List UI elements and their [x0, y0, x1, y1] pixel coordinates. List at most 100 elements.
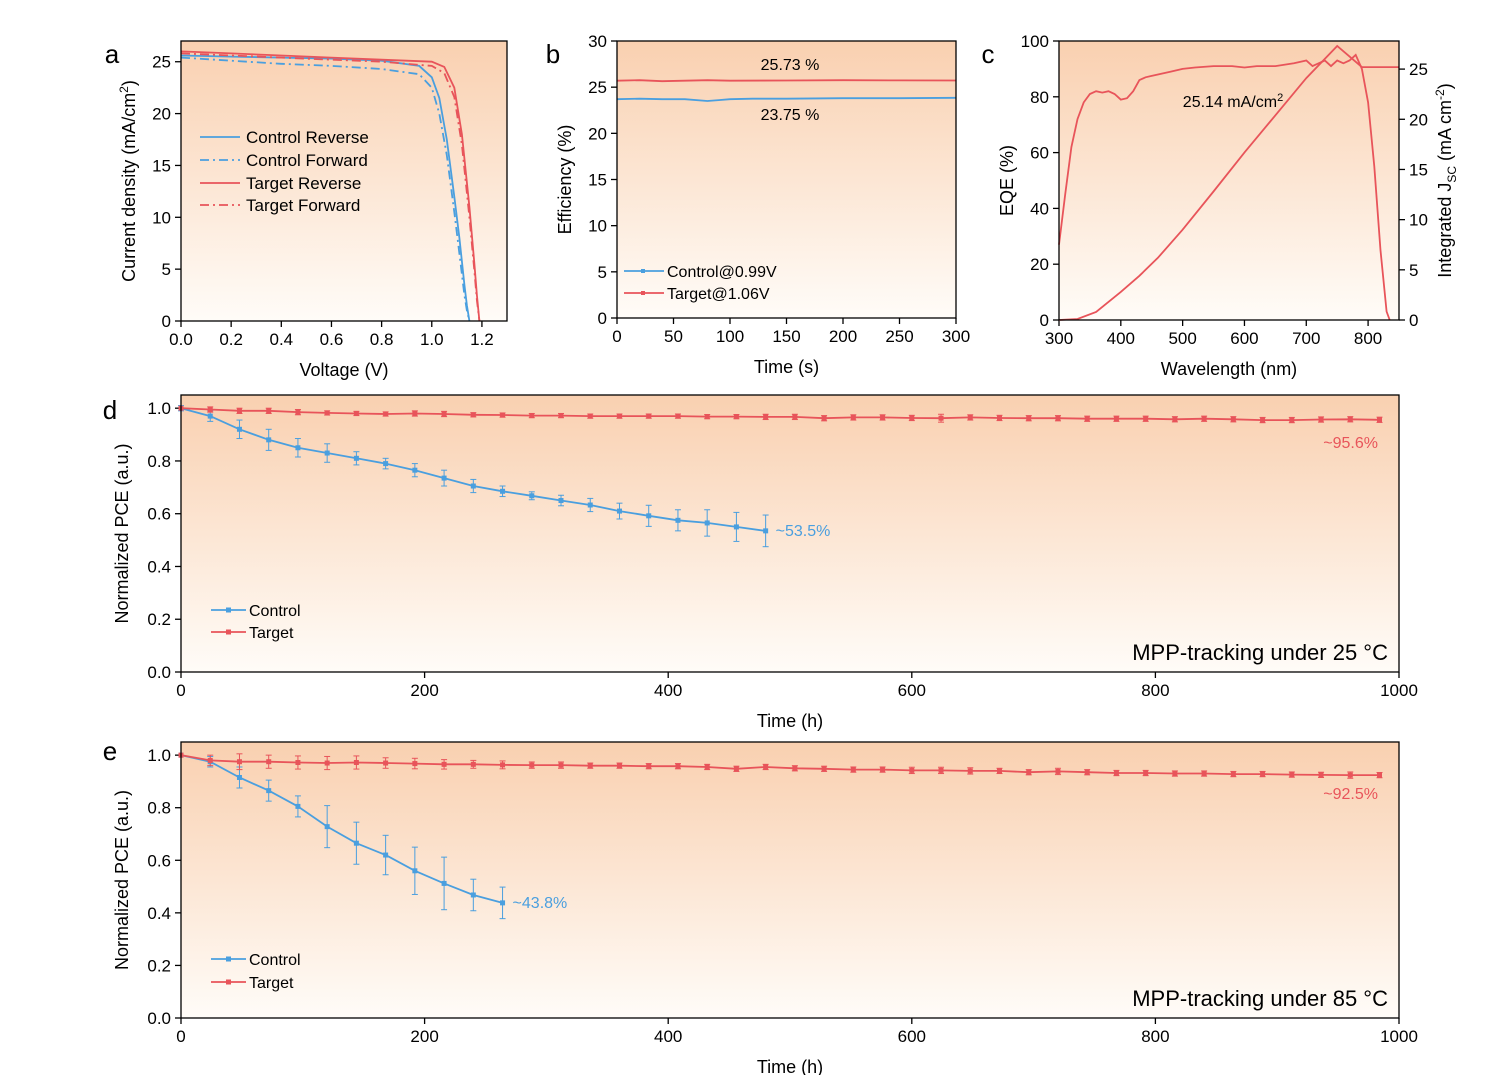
data-point — [616, 413, 622, 419]
legend-label: Control@0.99V — [667, 264, 777, 281]
data-point — [1347, 772, 1353, 778]
plot-background — [181, 742, 1399, 1018]
y2-tick-label: 20 — [1409, 110, 1428, 129]
y-tick-label: 15 — [152, 156, 171, 175]
data-point — [1318, 417, 1324, 423]
x-tick-label: 1.2 — [470, 330, 494, 349]
y-tick-label: 0.0 — [147, 1009, 171, 1028]
data-point — [996, 415, 1002, 421]
data-point — [763, 414, 769, 420]
data-point — [1172, 771, 1178, 777]
data-point — [1201, 771, 1207, 777]
data-point — [412, 761, 418, 767]
x-tick-label: 600 — [1230, 329, 1258, 348]
data-point — [1172, 416, 1178, 422]
data-point — [1289, 772, 1295, 778]
data-point — [1084, 416, 1090, 422]
data-point — [850, 414, 856, 420]
data-point — [500, 488, 506, 494]
data-point — [207, 413, 213, 419]
x-tick-label: 0 — [176, 681, 185, 700]
y2-tick-label: 15 — [1409, 160, 1428, 179]
y-tick-label: 5 — [598, 263, 607, 282]
legend-label: Target — [249, 625, 294, 642]
y-tick-label: 30 — [588, 32, 607, 51]
data-point — [470, 892, 476, 898]
data-point — [295, 445, 301, 451]
data-point — [792, 765, 798, 771]
plot-background — [181, 395, 1399, 672]
y-axis-label: EQE (%) — [997, 145, 1017, 216]
data-point — [383, 461, 389, 467]
annotation-target-value: 25.73 % — [761, 57, 820, 74]
y2-tick-label: 25 — [1409, 60, 1428, 79]
x-tick-label: 150 — [772, 327, 800, 346]
series-line-control — [180, 754, 503, 904]
y-tick-label: 5 — [162, 260, 171, 279]
data-point — [850, 767, 856, 773]
x-axis-label: Time (h) — [757, 711, 823, 731]
y2-tick-label: 0 — [1409, 311, 1418, 330]
y-tick-label: 40 — [1030, 199, 1049, 218]
legend-marker — [226, 979, 231, 985]
y-tick-label: 25 — [152, 53, 171, 72]
data-point — [763, 528, 769, 534]
data-point — [880, 414, 886, 420]
y-tick-label: 0.6 — [147, 851, 171, 870]
legend-label: Control Reverse — [246, 128, 369, 147]
data-point — [558, 762, 564, 768]
data-point — [441, 880, 447, 886]
data-point — [967, 768, 973, 774]
data-point — [1113, 416, 1119, 422]
y-axis-label: Current density (mA/cm2) — [117, 80, 139, 282]
data-point — [616, 508, 622, 514]
data-point — [1143, 416, 1149, 422]
x-tick-label: 400 — [654, 1027, 682, 1046]
y-tick-label: 25 — [588, 78, 607, 97]
data-point — [1055, 415, 1061, 421]
data-point — [1347, 416, 1353, 422]
data-point — [880, 767, 886, 773]
data-point — [295, 409, 301, 415]
data-point — [792, 414, 798, 420]
x-tick-label: 1000 — [1380, 681, 1418, 700]
x-tick-label: 200 — [410, 681, 438, 700]
y-tick-label: 0.2 — [147, 956, 171, 975]
panel-label: a — [105, 39, 120, 69]
x-tick-label: 250 — [885, 327, 913, 346]
data-point — [646, 413, 652, 419]
x-tick-label: 500 — [1168, 329, 1196, 348]
panel-c: c 300 400 500 600 700 800 0 20 40 60 80 100 0 5 10 15 20 2… — [982, 32, 1460, 379]
data-point — [1026, 415, 1032, 421]
data-point — [412, 467, 418, 473]
data-point — [1260, 771, 1266, 777]
y-tick-label: 0.6 — [147, 505, 171, 524]
data-point — [266, 759, 272, 765]
data-point — [324, 824, 330, 830]
x-tick-label: 0.8 — [370, 330, 394, 349]
data-point — [938, 767, 944, 773]
data-point — [1377, 417, 1383, 423]
plot-frame — [180, 394, 1400, 673]
data-point — [324, 760, 330, 766]
data-point — [733, 414, 739, 420]
x-tick-label: 0.4 — [269, 330, 293, 349]
annotation-control-retention: ~53.5% — [776, 523, 831, 540]
legend-marker — [641, 291, 645, 295]
data-point — [529, 493, 535, 499]
series-line-integrated-jsc — [1058, 44, 1399, 321]
panel-label: e — [103, 736, 117, 766]
data-point — [441, 475, 447, 481]
annotation-control-value: 23.75 % — [761, 107, 820, 124]
legend-label: Target@1.06V — [667, 286, 770, 303]
legend-label: Target Forward — [246, 196, 360, 215]
x-tick-label: 700 — [1292, 329, 1320, 348]
data-point — [470, 483, 476, 489]
data-point — [1230, 771, 1236, 777]
y-tick-label: 0 — [1040, 311, 1049, 330]
legend-label: Target — [249, 975, 294, 992]
legend-marker — [226, 607, 231, 613]
x-axis-label: Voltage (V) — [299, 360, 388, 380]
data-point — [236, 408, 242, 414]
series-line-control-0-99v — [616, 96, 957, 102]
